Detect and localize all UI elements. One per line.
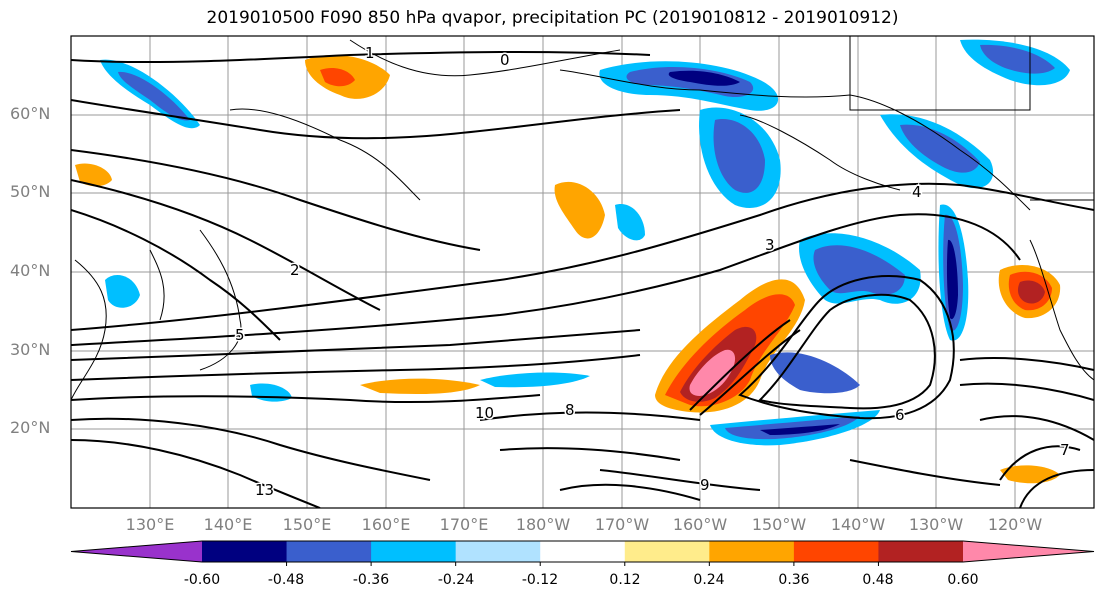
colorbar-tick-label: -0.24 (437, 572, 475, 588)
contour-label: 3 (765, 236, 775, 254)
contour-labels: 0 1 2 3 4 5 6 7 8 9 10 13 (234, 43, 1072, 501)
contour-label: 8 (565, 401, 575, 419)
colorbar-outline (70, 540, 1095, 563)
contour-label: 1 (365, 44, 375, 62)
lat-label: 30°N (10, 340, 51, 359)
contour-label: 4 (912, 183, 922, 201)
colorbar-segment (540, 541, 626, 562)
contour-label: 5 (235, 326, 245, 344)
colorbar-tick-label: 0.48 (862, 572, 894, 588)
colorbar-tick-label: -0.60 (183, 572, 221, 588)
lat-label: 60°N (10, 104, 51, 123)
map-content: 0 1 2 3 4 5 6 7 8 9 10 13 (71, 36, 1094, 508)
colorbar-extend-low (71, 541, 202, 562)
lon-label: 140°E (203, 515, 253, 534)
contour-label: 7 (1060, 441, 1070, 459)
colorbar-segment (793, 541, 879, 562)
colorbar-segment (878, 541, 964, 562)
lon-label: 180°W (515, 515, 571, 534)
map-frame (70, 35, 1095, 509)
lat-label: 50°N (10, 182, 51, 201)
contour-label: 9 (700, 476, 710, 494)
colorbar-segment (455, 541, 541, 562)
lon-label: 120°W (987, 515, 1043, 534)
colorbar-segment (709, 541, 795, 562)
coastlines (71, 36, 1094, 401)
lon-label: 170°W (594, 515, 650, 534)
colorbar-tick-label: -0.36 (352, 572, 390, 588)
colorbar-tick-label: -0.48 (267, 572, 305, 588)
colorbar-extend-high (963, 541, 1094, 562)
colorbar-segment (202, 541, 288, 562)
lon-label: 170°E (439, 515, 489, 534)
contour-label: 10 (475, 404, 494, 422)
lon-label: 140°W (830, 515, 886, 534)
colorbar-segment (286, 541, 372, 562)
contour-label: 0 (500, 51, 510, 69)
colorbar (70, 540, 1095, 566)
lon-label: 130°W (908, 515, 964, 534)
lat-label: 40°N (10, 261, 51, 280)
contour-label: 13 (255, 481, 274, 499)
colorbar-tick-label: 0.60 (947, 572, 979, 588)
precipitation-shading (75, 39, 1070, 484)
lon-label: 160°E (361, 515, 411, 534)
map-title: 2019010500 F090 850 hPa qvapor, precipit… (206, 8, 899, 28)
contour-label: 6 (895, 406, 905, 424)
qvapor-contours (71, 50, 1094, 508)
colorbar-tick-label: -0.12 (521, 572, 559, 588)
lon-label: 160°W (672, 515, 728, 534)
lon-label: 150°E (282, 515, 332, 534)
lon-label: 130°E (125, 515, 175, 534)
colorbar-tick-label: 0.36 (778, 572, 810, 588)
colorbar-segment (624, 541, 710, 562)
lat-label: 20°N (10, 418, 51, 437)
colorbar-tick-label: 0.12 (609, 572, 641, 588)
lon-label: 150°W (751, 515, 807, 534)
contour-label: 2 (290, 261, 300, 279)
colorbar-segment (371, 541, 457, 562)
colorbar-tick-label: 0.24 (693, 572, 725, 588)
